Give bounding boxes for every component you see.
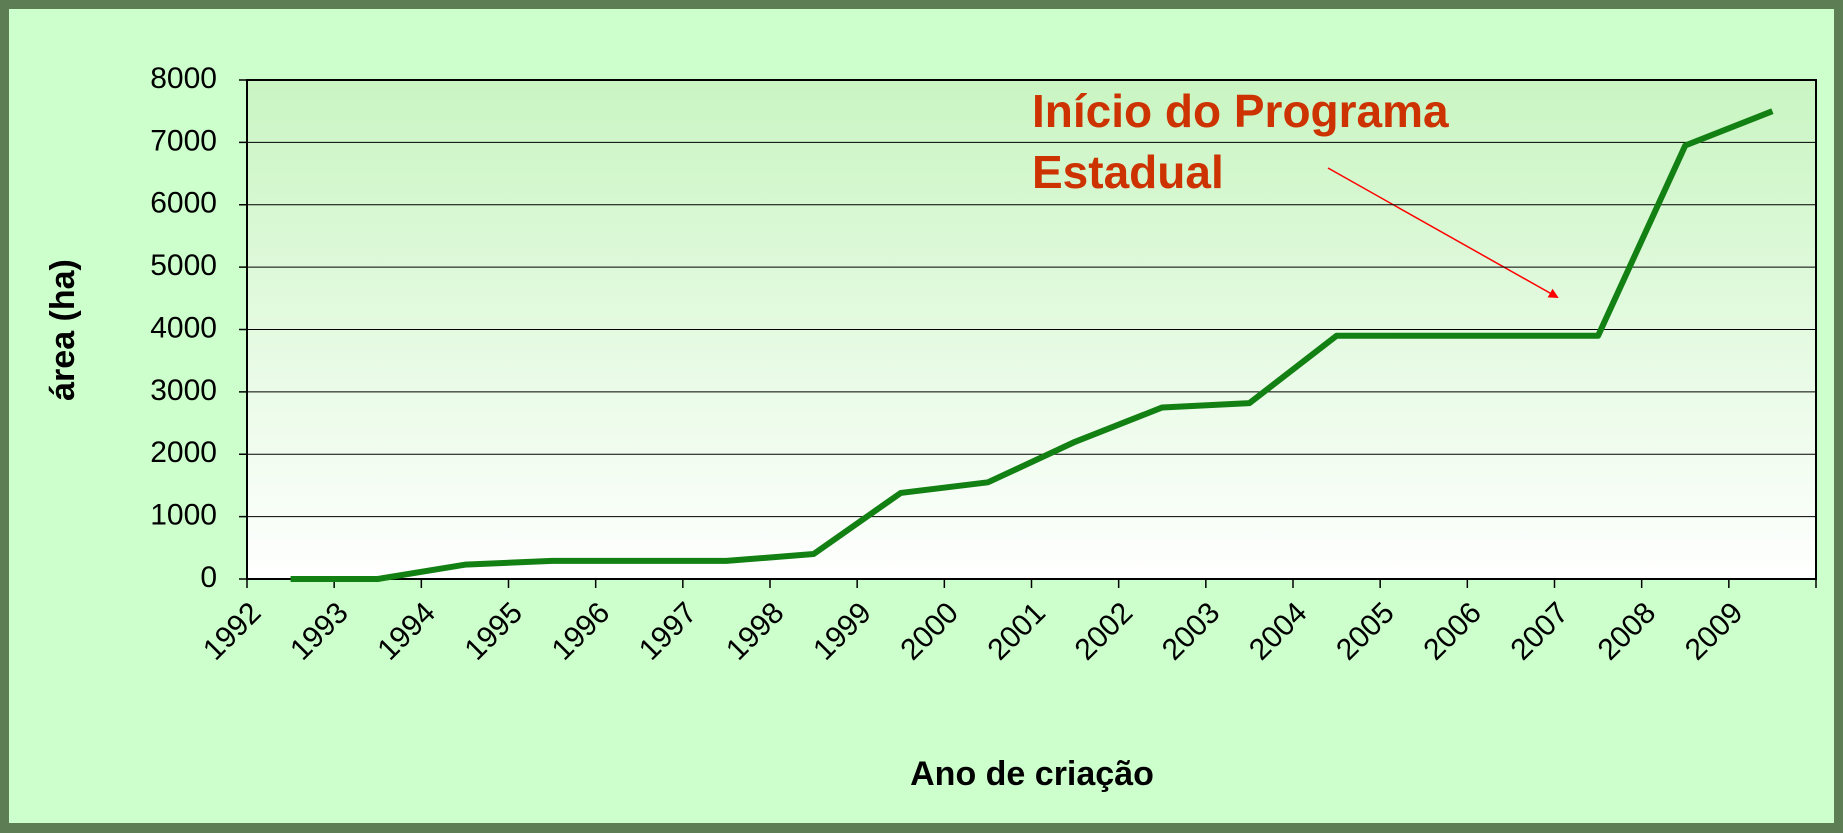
y-axis-title: área (ha) (44, 259, 82, 401)
y-tick-label: 8000 (150, 62, 217, 95)
y-tick-label: 1000 (150, 499, 217, 532)
x-axis-title: Ano de criação (910, 755, 1154, 793)
y-tick-label: 6000 (150, 187, 217, 220)
annotation: Início do Programa (1032, 85, 1449, 137)
y-tick-label: 7000 (150, 124, 217, 157)
y-tick-label: 4000 (150, 311, 217, 344)
data-line (290, 108, 1774, 582)
y-tick-label: 2000 (150, 436, 217, 469)
y-tick-label: 5000 (150, 249, 217, 282)
plot-border (246, 79, 1817, 580)
y-tick-label: 3000 (150, 374, 217, 407)
y-tick-label: 0 (200, 561, 217, 594)
annotation-arrow (1327, 167, 1559, 298)
annotation: Estadual (1032, 146, 1224, 198)
